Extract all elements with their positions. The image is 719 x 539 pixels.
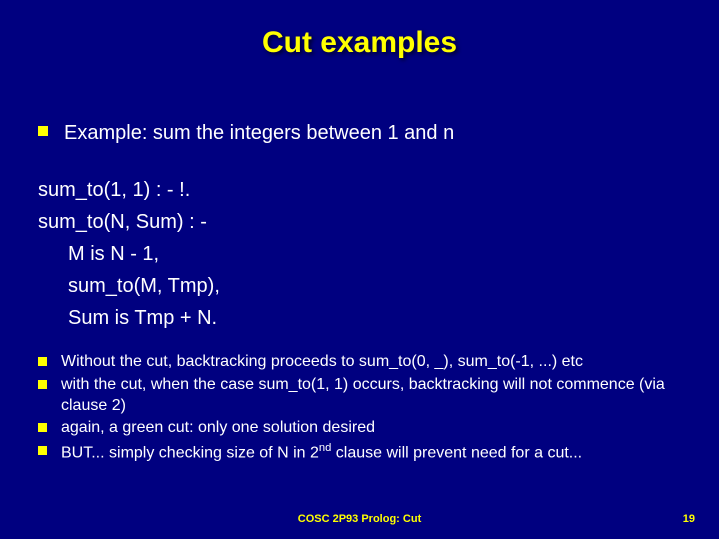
- slide-title: Cut examples: [38, 26, 681, 60]
- code-line: sum_to(1, 1) : - !.: [38, 174, 681, 206]
- bullet-item: again, a green cut: only one solution de…: [38, 418, 681, 439]
- code-block: sum_to(1, 1) : - !. sum_to(N, Sum) : - M…: [38, 174, 681, 334]
- bullet-item: Example: sum the integers between 1 and …: [38, 120, 681, 146]
- square-bullet-icon: [38, 126, 48, 136]
- superscript: nd: [319, 442, 331, 454]
- code-line: sum_to(M, Tmp),: [38, 270, 681, 302]
- bullet-item: Without the cut, backtracking proceeds t…: [38, 352, 681, 373]
- code-line: Sum is Tmp + N.: [38, 302, 681, 334]
- page-number: 19: [683, 513, 695, 525]
- square-bullet-icon: [38, 357, 47, 366]
- bullet-text: again, a green cut: only one solution de…: [61, 418, 375, 439]
- slide: Cut examples Example: sum the integers b…: [0, 0, 719, 539]
- footer-text: COSC 2P93 Prolog: Cut: [0, 513, 719, 525]
- bullet-list-2: Without the cut, backtracking proceeds t…: [38, 352, 681, 464]
- bullet-text: Without the cut, backtracking proceeds t…: [61, 352, 583, 373]
- bullet-item: with the cut, when the case sum_to(1, 1)…: [38, 375, 681, 417]
- code-line: M is N - 1,: [38, 238, 681, 270]
- bullet-text-part: BUT... simply checking size of N in 2: [61, 445, 319, 462]
- square-bullet-icon: [38, 380, 47, 389]
- bullet-text: Example: sum the integers between 1 and …: [64, 120, 454, 146]
- code-line: sum_to(N, Sum) : -: [38, 206, 681, 238]
- bullet-text-part: clause will prevent need for a cut...: [331, 445, 582, 462]
- square-bullet-icon: [38, 423, 47, 432]
- bullet-item: BUT... simply checking size of N in 2nd …: [38, 441, 681, 464]
- bullet-text: with the cut, when the case sum_to(1, 1)…: [61, 375, 681, 417]
- bullet-text: BUT... simply checking size of N in 2nd …: [61, 441, 582, 464]
- square-bullet-icon: [38, 446, 47, 455]
